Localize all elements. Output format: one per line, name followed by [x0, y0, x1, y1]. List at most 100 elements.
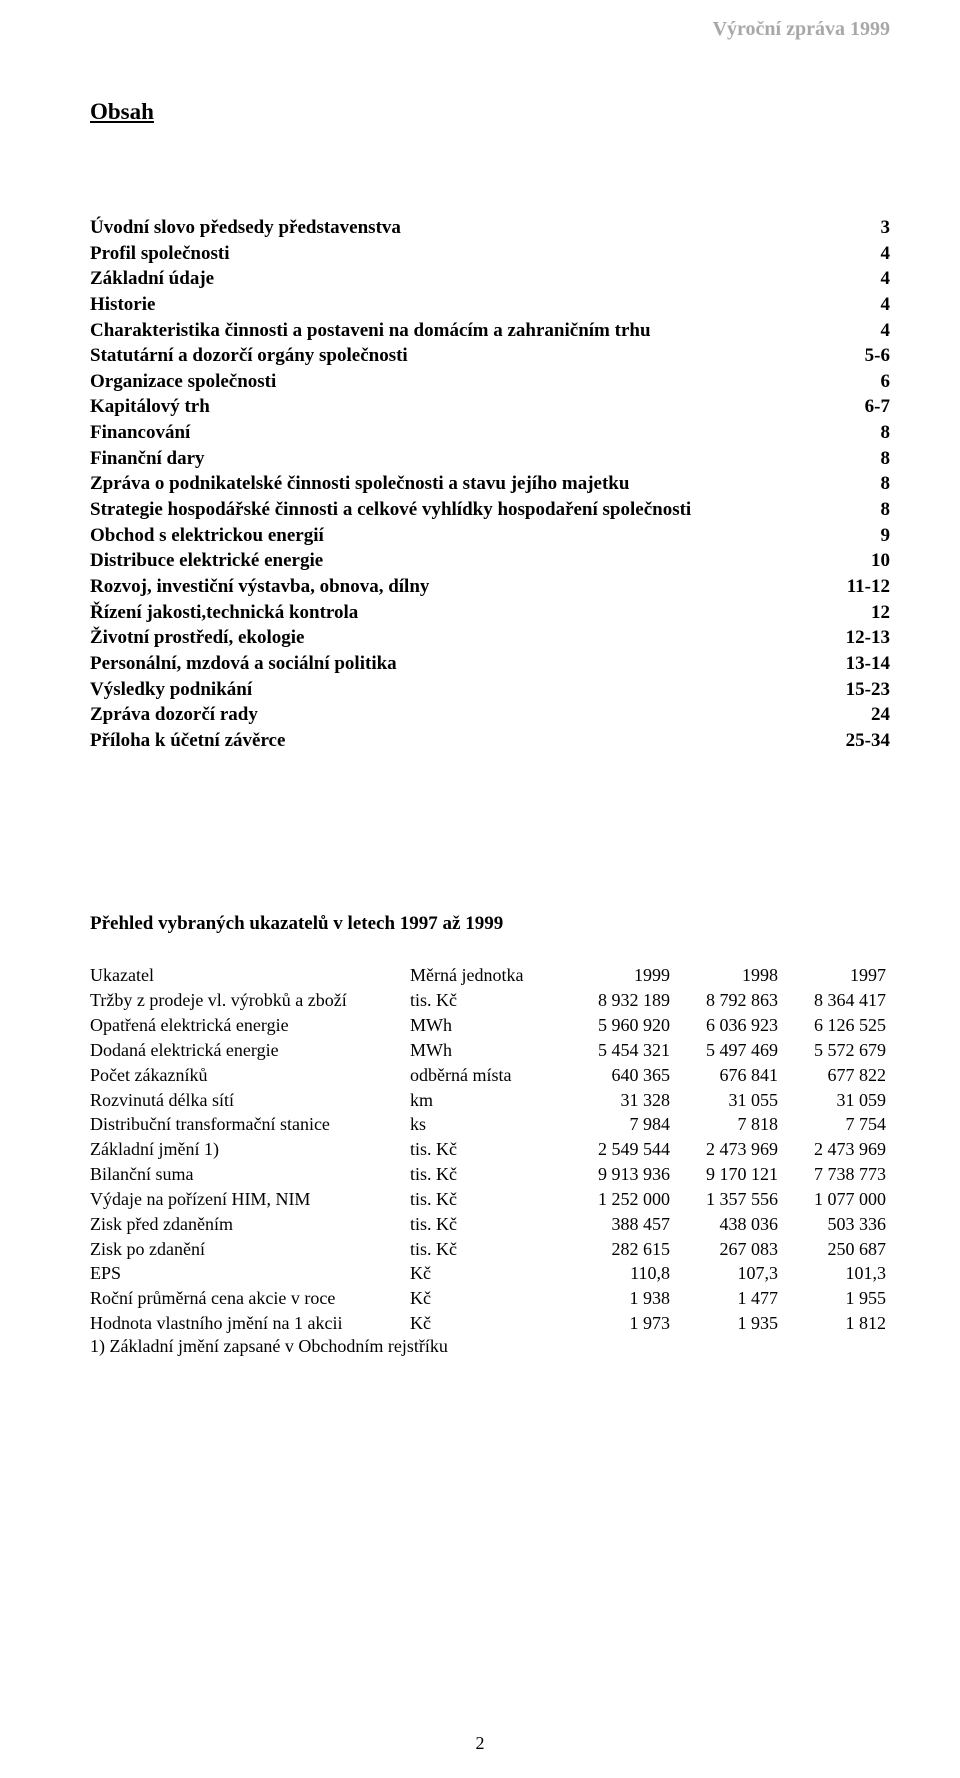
toc-item-label: Strategie hospodářské činnosti a celkové…	[90, 497, 810, 523]
table-cell-1998: 8 792 863	[670, 988, 778, 1013]
table-row: Zisk po zdaněnítis. Kč282 615267 083250 …	[90, 1237, 890, 1262]
table-cell-label: Zisk po zdanění	[90, 1237, 410, 1262]
toc-row: Profil společnosti4	[90, 241, 890, 267]
table-cell-label: Bilanční suma	[90, 1162, 410, 1187]
table-cell-1999: 640 365	[562, 1063, 670, 1088]
table-row: Roční průměrná cena akcie v roceKč1 9381…	[90, 1286, 890, 1311]
toc-item-label: Zpráva dozorčí rady	[90, 702, 810, 728]
table-row: Hodnota vlastního jmění na 1 akciiKč1 97…	[90, 1311, 890, 1336]
toc-row: Příloha k účetní závěrce25-34	[90, 728, 890, 754]
toc-item-page: 24	[810, 702, 890, 728]
toc: Úvodní slovo předsedy představenstva3Pro…	[90, 215, 890, 753]
toc-row: Řízení jakosti,technická kontrola12	[90, 600, 890, 626]
header-title: Výroční zpráva 1999	[90, 18, 890, 41]
table-cell-unit: tis. Kč	[410, 1137, 562, 1162]
table-cell-1998: 438 036	[670, 1212, 778, 1237]
table-cell-1997: 1 077 000	[778, 1187, 886, 1212]
table-cell-1999: 110,8	[562, 1261, 670, 1286]
table-cell-label: Zisk před zdaněním	[90, 1212, 410, 1237]
toc-item-page: 4	[810, 318, 890, 344]
table-row: Dodaná elektrická energieMWh5 454 3215 4…	[90, 1038, 890, 1063]
table-cell-1998: 1 357 556	[670, 1187, 778, 1212]
table-cell-1998: 6 036 923	[670, 1013, 778, 1038]
table-cell-1998: 107,3	[670, 1261, 778, 1286]
toc-item-label: Personální, mzdová a sociální politika	[90, 651, 810, 677]
table-cell-label: Dodaná elektrická energie	[90, 1038, 410, 1063]
table-row: Distribuční transformační staniceks7 984…	[90, 1112, 890, 1137]
table-cell-1997: 1 812	[778, 1311, 886, 1336]
toc-row: Obchod s elektrickou energií9	[90, 523, 890, 549]
table-cell-1997: 7 754	[778, 1112, 886, 1137]
table-row: Rozvinutá délka sítíkm31 32831 05531 059	[90, 1088, 890, 1113]
toc-row: Organizace společnosti6	[90, 369, 890, 395]
table-cell-label: Počet zákazníků	[90, 1063, 410, 1088]
toc-item-page: 3	[810, 215, 890, 241]
toc-row: Kapitálový trh6-7	[90, 394, 890, 420]
toc-item-page: 10	[810, 548, 890, 574]
table-cell-unit: tis. Kč	[410, 1237, 562, 1262]
table-cell-1998: 676 841	[670, 1063, 778, 1088]
table-cell-label: Hodnota vlastního jmění na 1 akcii	[90, 1311, 410, 1336]
toc-item-label: Řízení jakosti,technická kontrola	[90, 600, 810, 626]
toc-row: Úvodní slovo předsedy představenstva3	[90, 215, 890, 241]
table-cell-unit: MWh	[410, 1038, 562, 1063]
toc-item-page: 4	[810, 292, 890, 318]
toc-item-label: Profil společnosti	[90, 241, 810, 267]
table-cell-1999: 5 454 321	[562, 1038, 670, 1063]
table-cell-label: Rozvinutá délka sítí	[90, 1088, 410, 1113]
table-cell-1998: 1 477	[670, 1286, 778, 1311]
table-cell-label: Výdaje na pořízení HIM, NIM	[90, 1187, 410, 1212]
toc-row: Financování8	[90, 420, 890, 446]
toc-item-page: 6	[810, 369, 890, 395]
toc-item-label: Finanční dary	[90, 446, 810, 472]
toc-item-page: 8	[810, 497, 890, 523]
table-cell-1997: 503 336	[778, 1212, 886, 1237]
toc-row: Rozvoj, investiční výstavba, obnova, díl…	[90, 574, 890, 600]
table-cell-1998: 1 935	[670, 1311, 778, 1336]
toc-item-label: Úvodní slovo předsedy představenstva	[90, 215, 810, 241]
table-row: Zisk před zdaněnímtis. Kč388 457438 0365…	[90, 1212, 890, 1237]
toc-row: Statutární a dozorčí orgány společnosti5…	[90, 343, 890, 369]
table-cell-unit: tis. Kč	[410, 1212, 562, 1237]
toc-item-label: Kapitálový trh	[90, 394, 810, 420]
table-row: Výdaje na pořízení HIM, NIMtis. Kč1 252 …	[90, 1187, 890, 1212]
table-cell-1999: 8 932 189	[562, 988, 670, 1013]
table-row: Opatřená elektrická energieMWh5 960 9206…	[90, 1013, 890, 1038]
table-cell-1998: 31 055	[670, 1088, 778, 1113]
toc-row: Výsledky podnikání15-23	[90, 677, 890, 703]
table-cell-1998: 267 083	[670, 1237, 778, 1262]
table-cell-1997: 7 738 773	[778, 1162, 886, 1187]
table-cell-label: Základní jmění 1)	[90, 1137, 410, 1162]
table-cell-unit: Kč	[410, 1261, 562, 1286]
table-row: Tržby z prodeje vl. výrobků a zbožítis. …	[90, 988, 890, 1013]
table-cell-unit: tis. Kč	[410, 1162, 562, 1187]
toc-item-label: Základní údaje	[90, 266, 810, 292]
overview-footnote: 1) Základní jmění zapsané v Obchodním re…	[90, 1336, 890, 1357]
table-cell-label: Tržby z prodeje vl. výrobků a zboží	[90, 988, 410, 1013]
toc-item-label: Obchod s elektrickou energií	[90, 523, 810, 549]
table-cell-1997: 5 572 679	[778, 1038, 886, 1063]
table-cell-unit: ks	[410, 1112, 562, 1137]
table-cell-1997: 677 822	[778, 1063, 886, 1088]
table-cell-unit: tis. Kč	[410, 988, 562, 1013]
table-cell-unit: Kč	[410, 1286, 562, 1311]
toc-item-label: Financování	[90, 420, 810, 446]
toc-item-page: 4	[810, 241, 890, 267]
toc-item-page: 9	[810, 523, 890, 549]
table-cell-1997: 31 059	[778, 1088, 886, 1113]
toc-row: Charakteristika činnosti a postaveni na …	[90, 318, 890, 344]
table-cell-unit: MWh	[410, 1013, 562, 1038]
toc-item-label: Příloha k účetní závěrce	[90, 728, 810, 754]
table-row: EPSKč110,8107,3101,3	[90, 1261, 890, 1286]
overview-table: UkazatelMěrná jednotka199919981997Tržby …	[90, 963, 890, 1335]
toc-row: Personální, mzdová a sociální politika13…	[90, 651, 890, 677]
toc-item-page: 12-13	[810, 625, 890, 651]
toc-title: Obsah	[90, 99, 890, 125]
table-cell-1998: 5 497 469	[670, 1038, 778, 1063]
toc-item-label: Charakteristika činnosti a postaveni na …	[90, 318, 810, 344]
table-cell-1999: 9 913 936	[562, 1162, 670, 1187]
table-cell-1997: 6 126 525	[778, 1013, 886, 1038]
table-cell-1997: 8 364 417	[778, 988, 886, 1013]
table-cell-1997: 101,3	[778, 1261, 886, 1286]
table-cell-label: Distribuční transformační stanice	[90, 1112, 410, 1137]
